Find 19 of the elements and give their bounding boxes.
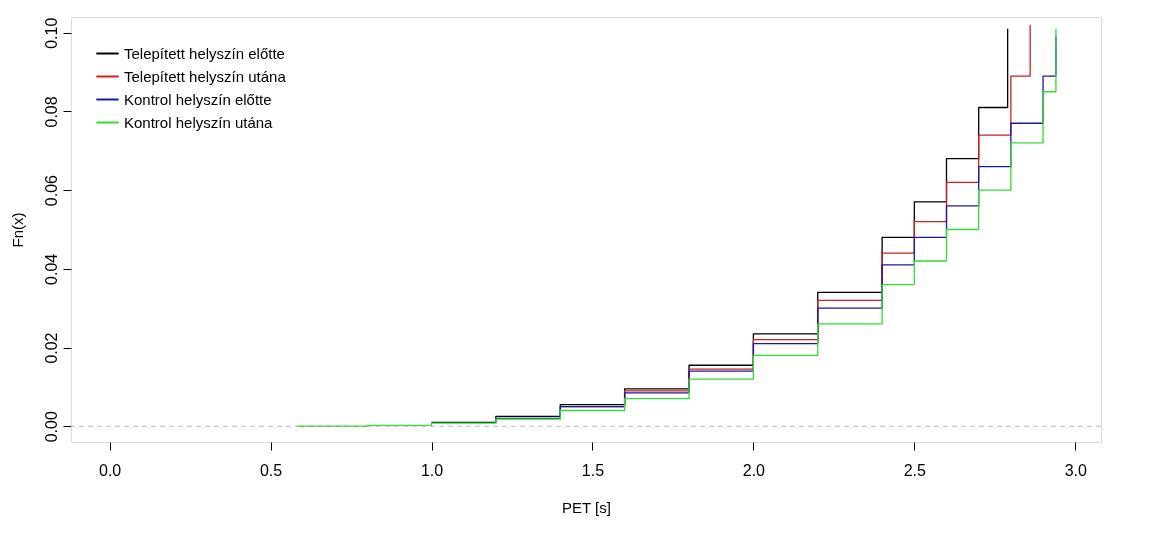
y-tick-label: 0.00 (42, 411, 60, 443)
y-tick-label: 0.08 (42, 96, 60, 128)
legend-label: Telepített helyszín utána (124, 67, 287, 85)
legend-label: Telepített helyszín előtte (124, 44, 285, 62)
y-tick-label: 0.10 (42, 17, 60, 49)
legend-label: Kontrol helyszín előtte (124, 90, 272, 108)
legend-label: Kontrol helyszín utána (124, 113, 274, 131)
y-tick-label: 0.04 (42, 253, 60, 285)
y-tick-label: 0.06 (42, 174, 60, 207)
x-tick-label: 0.5 (259, 461, 283, 479)
x-tick-label: 1.5 (581, 461, 605, 479)
y-axis-title: Fn(x) (8, 212, 26, 248)
x-tick-label: 3.0 (1064, 461, 1087, 479)
x-tick-label: 1.0 (420, 461, 444, 479)
x-axis-title: PET [s] (562, 498, 611, 516)
x-tick-label: 2.5 (903, 461, 927, 479)
x-tick-label: 0.0 (99, 461, 122, 479)
x-tick-label: 2.0 (742, 461, 766, 479)
y-tick-label: 0.02 (42, 332, 60, 364)
